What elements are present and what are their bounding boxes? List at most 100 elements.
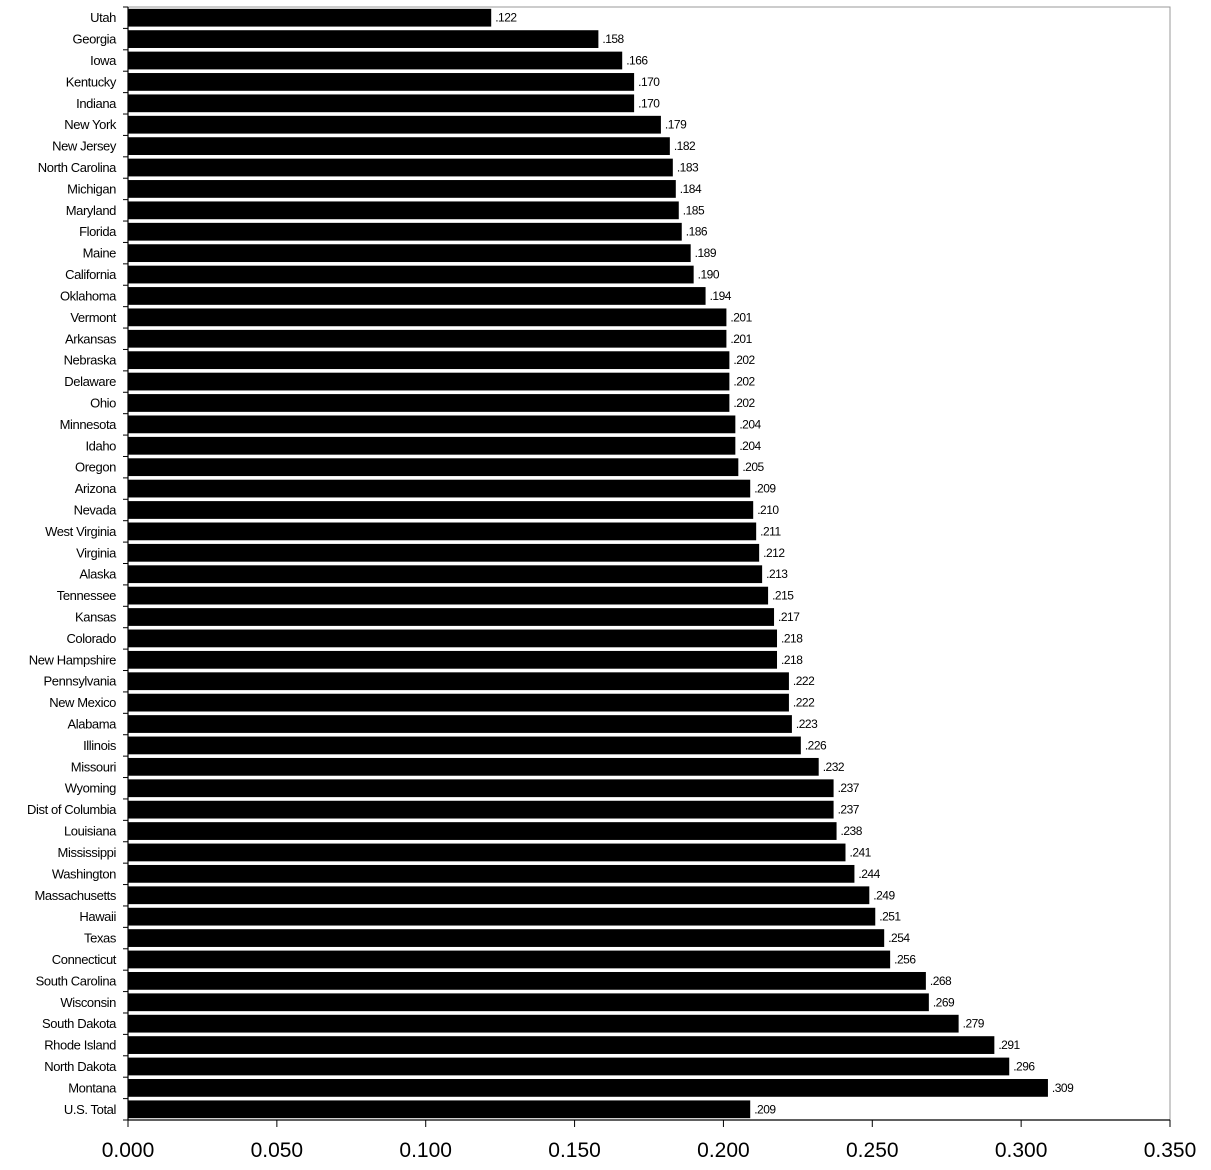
category-label: Florida [79,224,117,239]
value-label: .215 [772,589,794,603]
bar [128,479,751,498]
bar [128,715,792,733]
bar [128,1100,751,1119]
value-label: .210 [757,503,779,517]
category-label: Indiana [76,96,117,111]
bar [128,736,801,755]
value-label: .204 [739,417,761,431]
category-label: Connecticut [52,952,117,967]
bar [128,222,682,241]
value-label: .222 [793,674,815,688]
bar [128,1036,995,1054]
value-label: .166 [626,54,648,68]
bar [128,565,763,584]
category-label: Arizona [75,481,117,496]
bar [128,1079,1048,1097]
category-label: New York [64,117,117,132]
bar [128,351,730,370]
bar [128,287,706,305]
category-label: Idaho [85,438,116,453]
bar [128,30,599,48]
bar [128,672,789,691]
category-label: Nevada [74,502,118,517]
value-label: .185 [683,203,705,217]
value-label: .190 [698,268,720,282]
bar [128,650,778,669]
bar [128,137,670,156]
category-label: Rhode Island [44,1038,116,1053]
category-label: Iowa [90,53,117,68]
category-label: Missouri [71,759,117,774]
category-label: South Carolina [36,973,118,988]
bar [128,886,870,905]
category-label: Alabama [67,717,117,732]
bar [128,94,635,113]
value-label: .223 [796,717,818,731]
bar [128,458,739,477]
value-label: .217 [778,610,800,624]
bar [128,757,819,776]
category-label: Colorado [66,631,116,646]
value-label: .186 [686,225,708,239]
value-label: .209 [754,1102,776,1116]
value-label: .254 [888,931,910,945]
value-label: .309 [1052,1081,1074,1095]
category-label: Montana [68,1080,117,1095]
value-label: .170 [638,96,660,110]
value-label: .218 [781,631,803,645]
category-label: Mississippi [58,845,117,860]
bar [128,394,730,412]
category-label: Washington [52,866,116,881]
category-label: Massachusetts [34,888,116,903]
category-label: Kentucky [66,74,117,89]
value-label: .183 [677,161,699,175]
category-label: Minnesota [60,417,118,432]
bar [128,8,492,27]
value-label: .237 [838,781,860,795]
bar [128,950,891,969]
bar [128,543,760,562]
bar [128,971,926,990]
bar [128,265,694,284]
category-label: Kansas [75,610,117,625]
category-label: Hawaii [79,909,116,924]
x-tick-label: 0.300 [995,1139,1048,1162]
value-label: .158 [602,32,624,46]
value-label: .209 [754,482,776,496]
category-label: Nebraska [64,353,118,368]
bar [128,244,691,263]
bar [128,929,885,947]
bar [128,843,846,862]
bar [128,115,661,134]
category-label: West Virginia [45,524,117,539]
category-label: New Mexico [49,695,116,710]
x-tick-label: 0.150 [548,1139,601,1162]
value-label: .291 [998,1038,1020,1052]
value-label: .237 [838,803,860,817]
value-label: .251 [879,910,901,924]
value-label: .211 [760,524,781,538]
category-label: Oregon [75,460,116,475]
value-label: .241 [849,845,871,859]
category-label: Maryland [66,203,116,218]
category-label: South Dakota [42,1016,117,1031]
category-label: North Dakota [44,1059,117,1074]
value-label: .201 [730,332,752,346]
category-label: Utah [90,10,116,25]
x-tick-label: 0.350 [1144,1139,1197,1162]
value-label: .205 [742,460,764,474]
category-label: California [65,267,117,282]
category-label: Arkansas [65,331,117,346]
bar [128,415,736,434]
category-label: Michigan [67,181,116,196]
bar [128,372,730,391]
category-label: Alaska [79,567,117,582]
bar [128,864,855,883]
value-label: .232 [823,760,845,774]
bar [128,522,757,541]
category-label: Delaware [64,374,116,389]
category-label: U.S. Total [64,1102,117,1117]
bar [128,1057,1010,1076]
